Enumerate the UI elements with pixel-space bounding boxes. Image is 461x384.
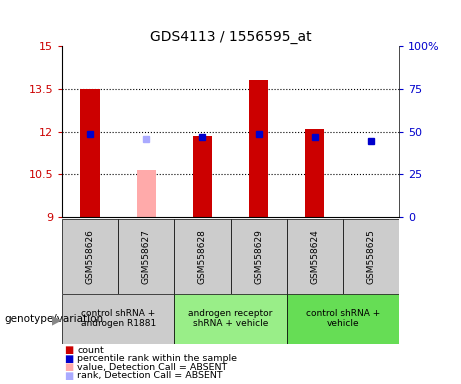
Bar — [287, 294, 399, 344]
Bar — [361, 217, 380, 218]
Text: GSM558624: GSM558624 — [310, 229, 319, 284]
Bar — [193, 136, 212, 217]
Bar — [136, 170, 156, 217]
Text: androgen receptor
shRNA + vehicle: androgen receptor shRNA + vehicle — [188, 309, 273, 328]
Text: GSM558627: GSM558627 — [142, 229, 151, 284]
Bar — [174, 219, 230, 294]
Text: ■: ■ — [65, 371, 74, 381]
Text: percentile rank within the sample: percentile rank within the sample — [77, 354, 237, 363]
Bar — [62, 294, 174, 344]
Text: GSM558626: GSM558626 — [86, 229, 95, 284]
Text: GSM558629: GSM558629 — [254, 229, 263, 284]
Bar — [174, 294, 287, 344]
Text: count: count — [77, 346, 104, 355]
Text: ▶: ▶ — [52, 313, 61, 326]
Text: rank, Detection Call = ABSENT: rank, Detection Call = ABSENT — [77, 371, 223, 380]
Text: genotype/variation: genotype/variation — [5, 314, 104, 324]
Text: ■: ■ — [65, 362, 74, 372]
Text: ■: ■ — [65, 345, 74, 355]
Text: control shRNA +
androgen R1881: control shRNA + androgen R1881 — [81, 309, 156, 328]
Text: ■: ■ — [65, 354, 74, 364]
Bar — [249, 80, 268, 217]
Bar — [343, 219, 399, 294]
Bar — [287, 219, 343, 294]
Bar — [305, 129, 325, 217]
Text: GSM558625: GSM558625 — [366, 229, 375, 284]
Title: GDS4113 / 1556595_at: GDS4113 / 1556595_at — [150, 30, 311, 44]
Bar — [62, 219, 118, 294]
Bar — [230, 219, 287, 294]
Text: value, Detection Call = ABSENT: value, Detection Call = ABSENT — [77, 362, 228, 372]
Text: control shRNA +
vehicle: control shRNA + vehicle — [306, 309, 380, 328]
Bar — [81, 89, 100, 217]
Text: GSM558628: GSM558628 — [198, 229, 207, 284]
Bar — [118, 219, 174, 294]
